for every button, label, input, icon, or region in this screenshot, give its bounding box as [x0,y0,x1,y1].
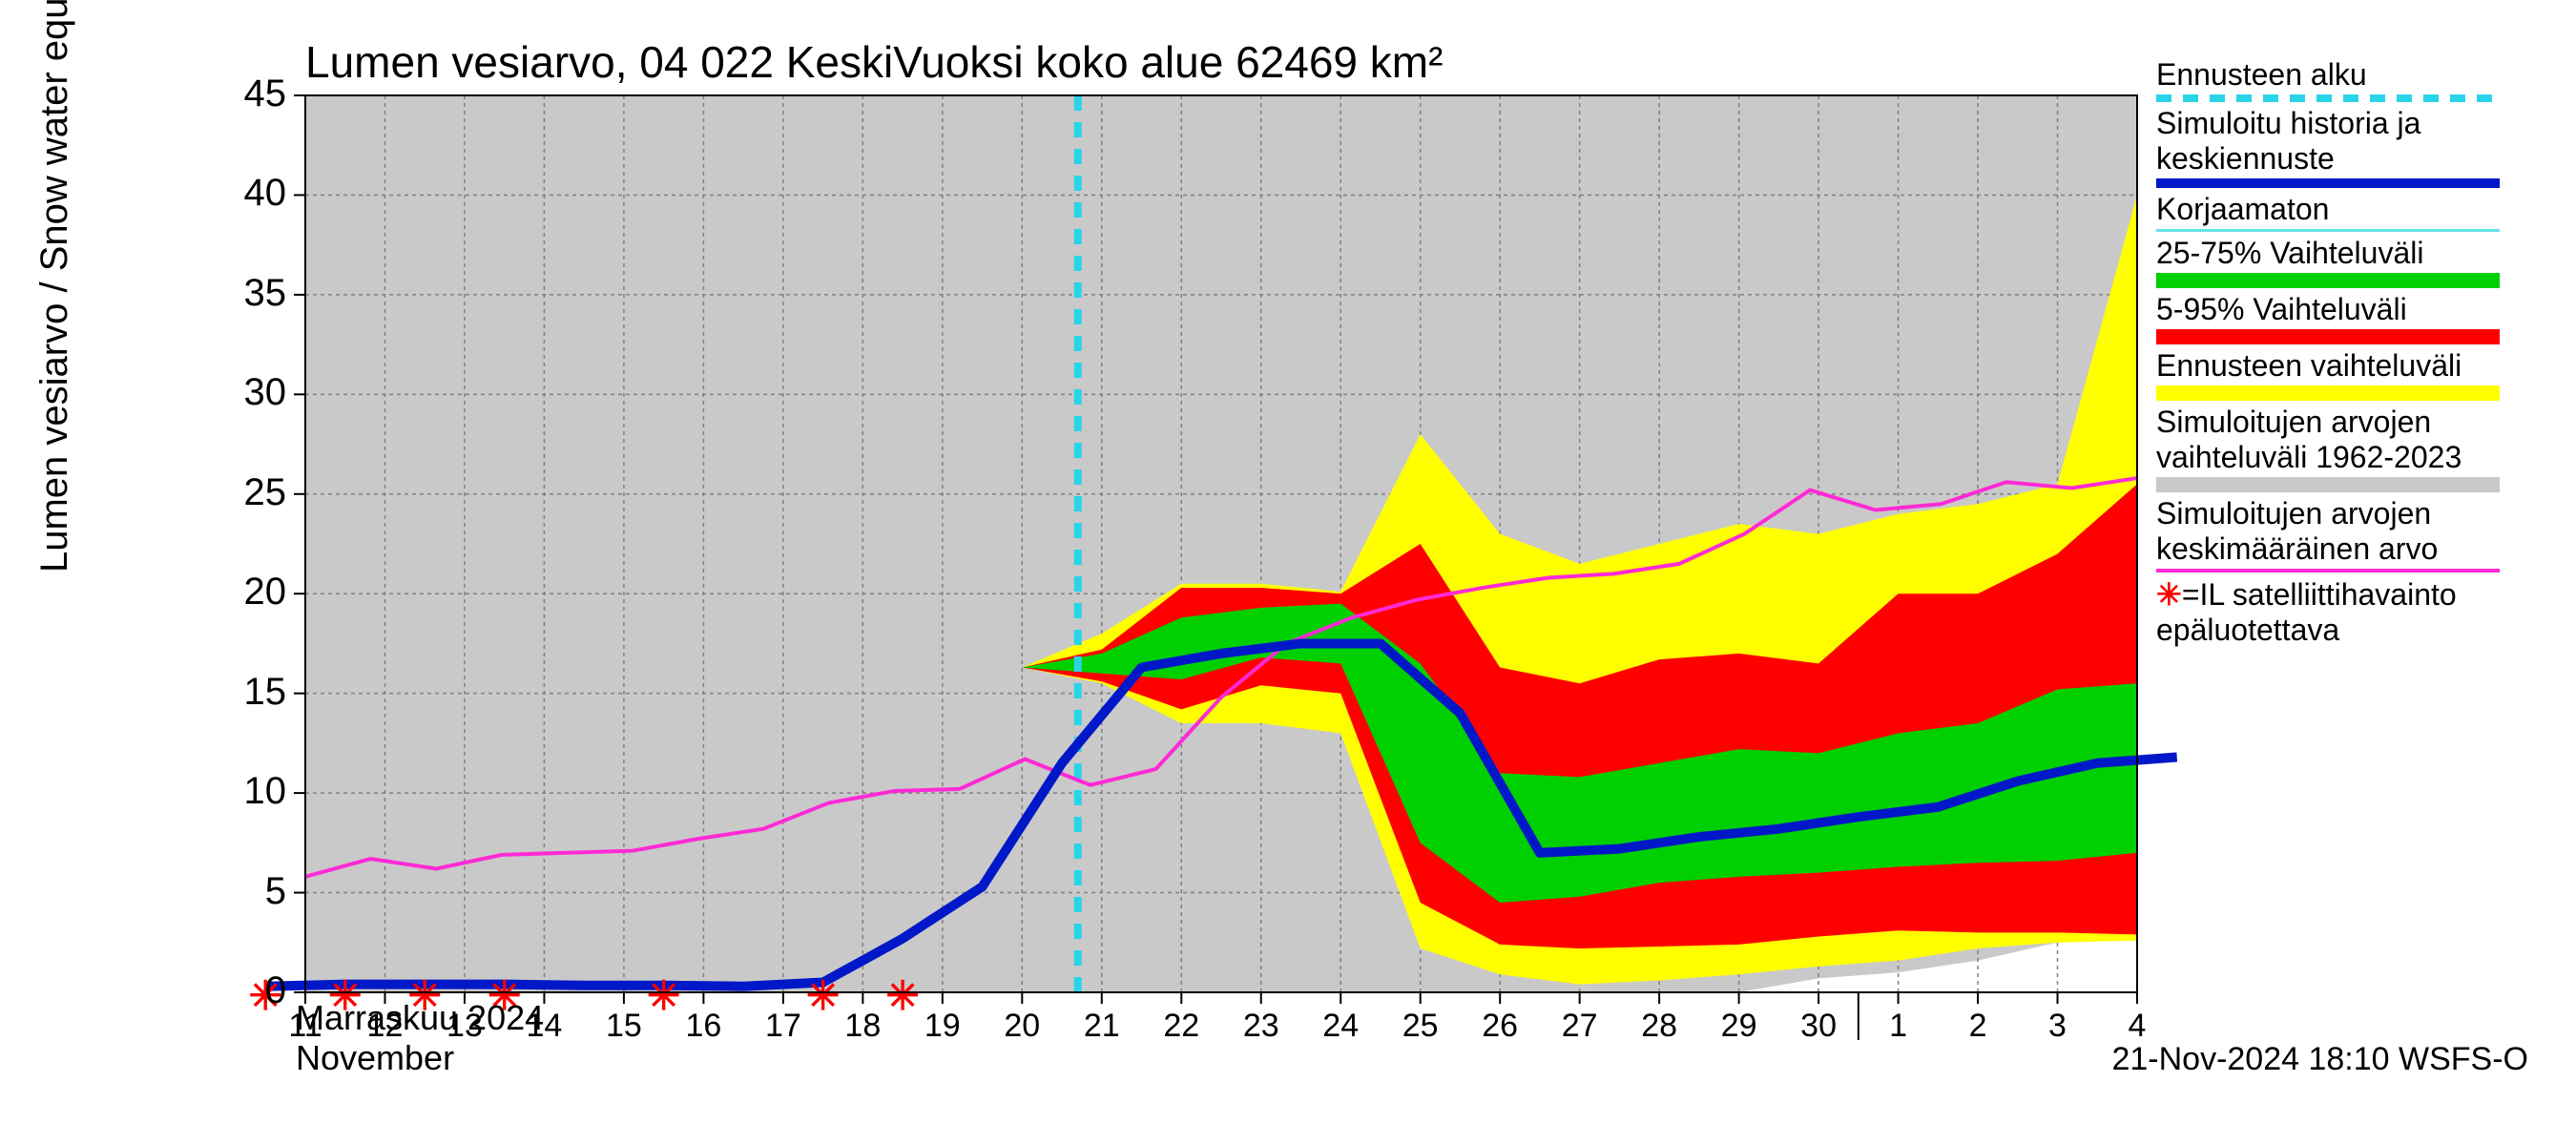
y-tick: 10 [181,770,286,813]
x-axis-month-1: Marraskuu 2024 [296,998,544,1038]
legend-label: Ennusteen vaihteluväli [2156,348,2538,384]
x-tick: 14 [527,1008,563,1045]
x-tick: 16 [685,1008,721,1045]
x-tick: 1 [1889,1008,1907,1045]
x-tick: 29 [1721,1008,1757,1045]
x-tick: 20 [1004,1008,1040,1045]
x-tick: 27 [1562,1008,1598,1045]
y-tick: 15 [181,671,286,714]
y-tick: 30 [181,371,286,414]
x-tick: 23 [1243,1008,1279,1045]
svg-text:✳: ✳ [647,973,680,1018]
y-tick: 5 [181,870,286,913]
legend-item: 25-75% Vaihteluväli [2156,236,2538,288]
legend-swatch [2156,477,2500,492]
asterisk-icon: ✳ [2156,577,2182,612]
x-tick: 21 [1084,1008,1120,1045]
legend-label: Simuloitujen arvojen vaihteluväli 1962-2… [2156,405,2538,475]
x-tick: 25 [1402,1008,1439,1045]
x-tick: 18 [844,1008,881,1045]
legend-item: Korjaamaton [2156,192,2538,232]
legend-swatch [2156,94,2500,102]
legend-label: =IL satelliittihavainto epäluotettava [2156,577,2457,647]
legend-item: Ennusteen alku [2156,57,2538,102]
x-tick: 19 [924,1008,961,1045]
y-tick: 40 [181,172,286,215]
x-tick: 2 [1969,1008,1987,1045]
x-tick: 22 [1163,1008,1199,1045]
y-tick: 20 [181,571,286,614]
y-tick: 45 [181,73,286,115]
chart-container: Lumen vesiarvo, 04 022 KeskiVuoksi koko … [0,0,2576,1145]
y-tick: 35 [181,272,286,315]
legend-item: Simuloitujen arvojen vaihteluväli 1962-2… [2156,405,2538,492]
legend-swatch [2156,569,2500,572]
x-tick: 3 [2048,1008,2067,1045]
legend-label: Simuloitujen arvojen keskimääräinen arvo [2156,496,2538,567]
x-tick: 4 [2129,1008,2147,1045]
x-tick: 11 [288,1008,322,1045]
legend-swatch [2156,273,2500,288]
legend-item: 5-95% Vaihteluväli [2156,292,2538,344]
legend-swatch [2156,329,2500,344]
x-tick: 28 [1641,1008,1677,1045]
legend-label: Ennusteen alku [2156,57,2538,93]
legend-item: Simuloitu historia ja keskiennuste [2156,106,2538,188]
x-tick: 24 [1322,1008,1359,1045]
legend-swatch [2156,178,2500,188]
svg-text:✳: ✳ [885,973,919,1018]
y-tick: 25 [181,471,286,514]
x-tick: 12 [367,1008,404,1045]
legend-label: 25-75% Vaihteluväli [2156,236,2538,271]
legend-item: Simuloitujen arvojen keskimääräinen arvo [2156,496,2538,572]
x-tick: 17 [765,1008,801,1045]
legend-label: Korjaamaton [2156,192,2538,227]
legend: Ennusteen alku Simuloitu historia ja kesk… [2156,57,2538,652]
legend-label: 5-95% Vaihteluväli [2156,292,2538,327]
svg-text:✳: ✳ [806,973,840,1018]
chart-footer: 21-Nov-2024 18:10 WSFS-O [2111,1041,2528,1078]
legend-swatch [2156,229,2500,232]
y-tick: 0 [181,969,286,1012]
x-tick: 15 [606,1008,642,1045]
legend-swatch [2156,385,2500,401]
x-tick: 30 [1800,1008,1837,1045]
legend-label: Simuloitu historia ja keskiennuste [2156,106,2538,177]
x-tick: 26 [1482,1008,1518,1045]
legend-item: ✳=IL satelliittihavainto epäluotettava [2156,576,2538,648]
legend-item: Ennusteen vaihteluväli [2156,348,2538,401]
x-tick: 13 [447,1008,483,1045]
